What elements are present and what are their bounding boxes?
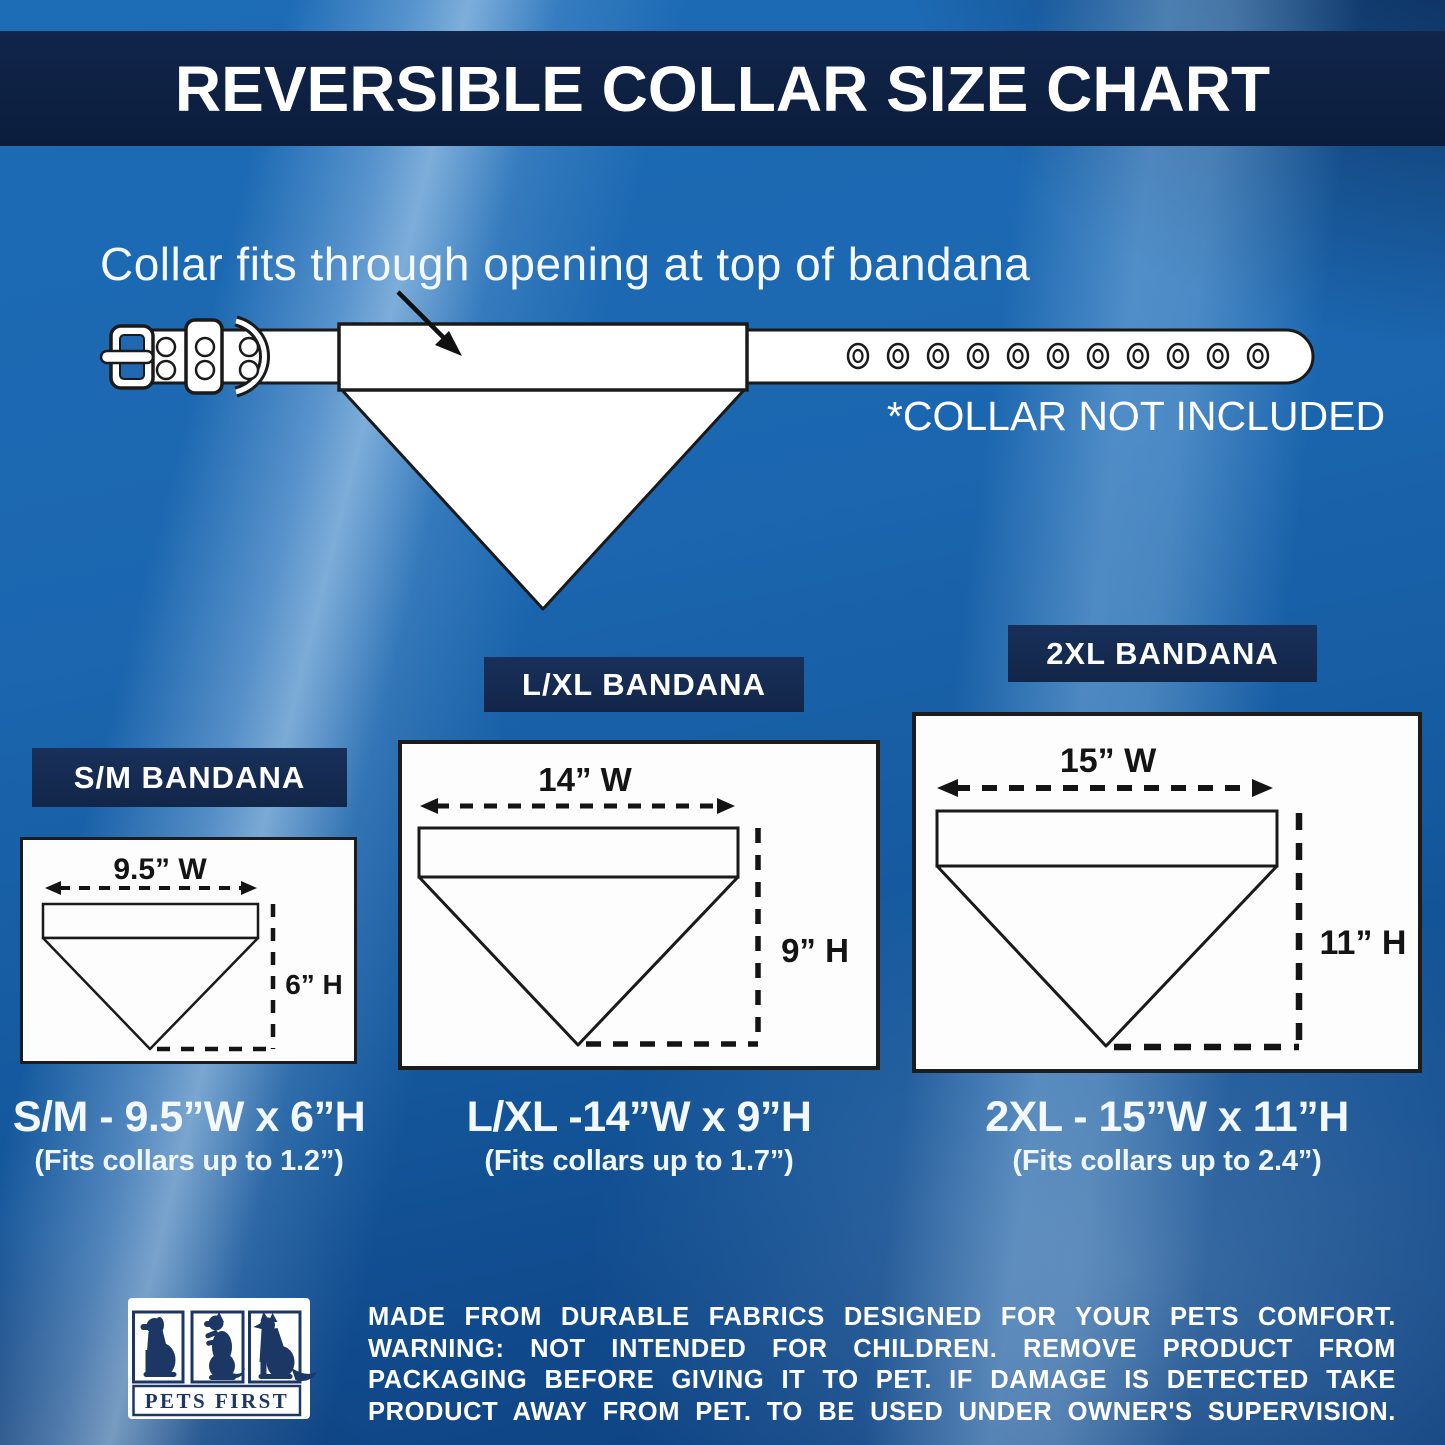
footer-line: WARNING: NOT INTENDED FOR CHILDREN. REMO… [368, 1334, 1396, 1363]
footer-line: PRODUCT AWAY FROM PET. TO BE USED UNDER … [368, 1397, 1396, 1426]
pointer-arrow-icon [396, 290, 462, 356]
caption-2xl-size: 2XL - 15”W x 11”H [985, 1093, 1349, 1141]
xxl-height-label: 11” H [1320, 924, 1407, 962]
lxl-height-guides [586, 828, 761, 1047]
collar-not-included-note: *COLLAR NOT INCLUDED [886, 393, 1386, 439]
sm-height-label: 6” H [285, 969, 343, 1000]
xxl-bandana-band [935, 809, 1279, 868]
sm-width-arrow [45, 881, 257, 895]
footer-line: MADE FROM DURABLE FABRICS DESIGNED FOR Y… [368, 1303, 1396, 1331]
collar-holes-left [155, 336, 260, 381]
xxl-bandana-triangle [935, 864, 1279, 1048]
xxl-height-guides [1114, 813, 1303, 1051]
sm-height-guides [157, 904, 276, 1052]
footer-line: PACKAGING BEFORE GIVING IT TO PET. IF DA… [368, 1366, 1396, 1394]
logo-brand-text: PETS FIRST [145, 1389, 290, 1413]
collar-caption: Collar fits through opening at top of ba… [100, 238, 1031, 290]
lxl-bandana-band [417, 826, 740, 879]
sm-bandana-triangle [41, 936, 260, 1051]
lxl-height-label: 9” H [781, 932, 849, 969]
bandana-sleeve [337, 322, 749, 392]
sm-width-label: 9.5” W [113, 853, 207, 886]
buckle-prong [99, 349, 155, 365]
page-title: REVERSIBLE COLLAR SIZE CHART [174, 53, 1271, 125]
caption-2xl-fits: (Fits collars up to 2.4”) [1012, 1145, 1322, 1177]
collar-illustration [99, 290, 1315, 611]
bandana-triangle [339, 387, 747, 611]
collar-loop-arch [235, 318, 267, 395]
sm-bandana-band [41, 902, 260, 940]
dog-silhouette-3 [253, 1312, 318, 1381]
xxl-width-arrow [937, 779, 1273, 797]
header-banner: REVERSIBLE COLLAR SIZE CHART [0, 31, 1445, 146]
lxl-width-arrow [420, 798, 735, 814]
lxl-bandana-triangle [417, 875, 740, 1047]
caption-lxl-fits: (Fits collars up to 1.7”) [484, 1145, 794, 1177]
caption-sm-size: S/M - 9.5”W x 6”H [12, 1093, 366, 1141]
label-lxl-bandana: L/XL BANDANA [484, 657, 804, 712]
caption-lxl-size: L/XL -14”W x 9”H [466, 1093, 812, 1141]
footer-warning: MADE FROM DURABLE FABRICS DESIGNED FOR Y… [368, 1302, 1396, 1428]
xxl-width-label: 15” W [1060, 742, 1157, 780]
dimension-diagram-sm: 9.5” W 6” H [20, 837, 357, 1064]
lxl-width-label: 14” W [538, 761, 632, 798]
caption-sm-fits: (Fits collars up to 1.2”) [34, 1145, 344, 1177]
pets-first-logo: PETS FIRST [128, 1298, 318, 1419]
collar-holes-right [846, 342, 1270, 370]
dog-silhouette-1 [140, 1317, 177, 1377]
dimension-diagram-lxl: 14” W 9” H [398, 740, 880, 1070]
dimension-diagram-2xl: 15” W 11” H [912, 712, 1422, 1073]
dog-silhouette-2 [204, 1312, 245, 1380]
label-sm-bandana: S/M BANDANA [32, 748, 347, 807]
label-2xl-bandana: 2XL BANDANA [1008, 625, 1317, 682]
